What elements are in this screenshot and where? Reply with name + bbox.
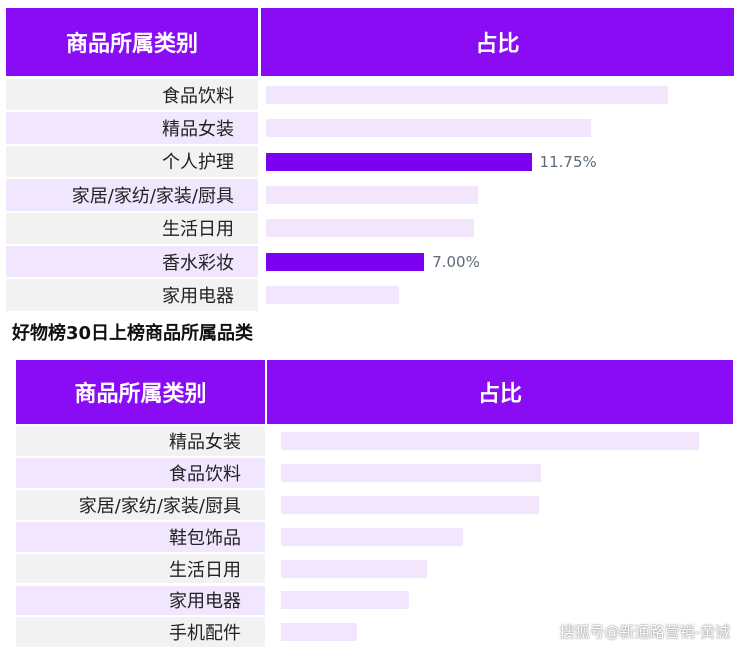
share-bar bbox=[266, 152, 532, 171]
category-label: 生活日用 bbox=[6, 212, 258, 244]
share-bar bbox=[266, 286, 400, 305]
share-bar bbox=[281, 463, 541, 482]
share-bar bbox=[266, 185, 479, 204]
category-label: 家居/家纺/家装/厨具 bbox=[6, 179, 258, 211]
share-bar bbox=[266, 119, 592, 138]
watermark: 搜狐号@新通路营销-黄诚 bbox=[559, 623, 730, 641]
category-label: 家用电器 bbox=[16, 585, 265, 616]
share-bar bbox=[281, 495, 539, 514]
category-label: 精品女装 bbox=[6, 112, 258, 144]
category-label: 家用电器 bbox=[6, 279, 258, 311]
header-category-cell: 商品所属类别 bbox=[6, 8, 258, 76]
share-bar bbox=[266, 85, 669, 104]
header-share-cell: 占比 bbox=[261, 8, 734, 76]
share-bar bbox=[281, 431, 699, 450]
share-value-label: 11.75% bbox=[539, 152, 597, 171]
category-label: 个人护理 bbox=[6, 145, 258, 178]
section-title: 好物榜30日上榜商品所属品类 bbox=[12, 323, 254, 344]
share-bar bbox=[281, 623, 357, 642]
category-label: 生活日用 bbox=[16, 553, 265, 584]
share-bar bbox=[281, 527, 463, 546]
share-bar bbox=[281, 591, 409, 610]
category-label: 食品饮料 bbox=[16, 457, 265, 488]
share-bar bbox=[281, 559, 427, 578]
category-label: 香水彩妆 bbox=[6, 246, 258, 278]
header-share-cell: 占比 bbox=[267, 360, 733, 424]
header-category-cell: 商品所属类别 bbox=[16, 360, 265, 424]
category-label: 家居/家纺/家装/厨具 bbox=[16, 489, 265, 520]
share-value-label: 7.00% bbox=[432, 252, 480, 271]
share-bar bbox=[266, 252, 425, 271]
category-label: 精品女装 bbox=[16, 426, 265, 456]
category-label: 手机配件 bbox=[16, 617, 265, 648]
category-label: 鞋包饰品 bbox=[16, 521, 265, 552]
share-bar bbox=[266, 219, 474, 238]
category-label: 食品饮料 bbox=[6, 79, 258, 111]
